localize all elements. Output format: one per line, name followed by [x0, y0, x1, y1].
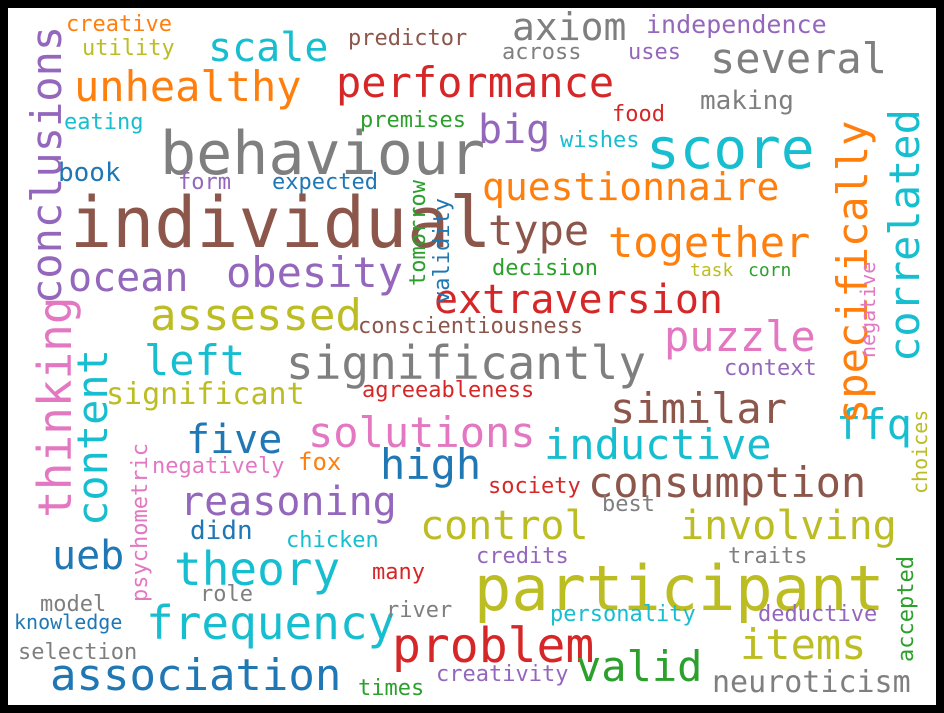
cloud-word: creativity: [436, 662, 569, 687]
cloud-word: ueb: [52, 533, 125, 579]
cloud-word: solutions: [308, 408, 536, 457]
cloud-word: role: [200, 582, 253, 607]
cloud-word: content: [68, 348, 117, 526]
cloud-word: association: [50, 650, 342, 701]
cloud-word: extraversion: [434, 277, 723, 323]
cloud-word: reasoning: [180, 479, 397, 525]
cloud-word: axiom: [512, 8, 627, 49]
cloud-word: assessed: [150, 290, 362, 341]
cloud-word: deductive: [758, 602, 878, 627]
cloud-word: book: [58, 158, 121, 188]
cloud-word: predictor: [348, 26, 468, 51]
cloud-word: agreeableness: [362, 378, 535, 403]
cloud-word: significant: [106, 377, 305, 412]
cloud-word: several: [710, 34, 888, 83]
cloud-word: questionnaire: [482, 165, 780, 209]
cloud-word: significantly: [286, 336, 647, 390]
cloud-word: traits: [728, 544, 808, 569]
cloud-word: high: [380, 440, 482, 489]
cloud-word: uses: [628, 40, 681, 65]
cloud-word: knowledge: [14, 610, 123, 634]
cloud-word: many: [372, 560, 425, 585]
cloud-word: behaviour: [160, 119, 486, 189]
cloud-word: making: [700, 86, 794, 116]
cloud-word: conclusions: [22, 25, 71, 304]
cloud-word: validity: [430, 198, 455, 304]
cloud-word: accepted: [894, 556, 919, 662]
cloud-word: control: [420, 503, 589, 549]
cloud-word: chicken: [286, 528, 379, 553]
cloud-word: negative: [856, 261, 880, 358]
cloud-word: big: [478, 107, 551, 153]
cloud-word: problem: [392, 618, 595, 674]
cloud-word: items: [740, 620, 867, 669]
cloud-word: unhealthy: [74, 62, 302, 111]
cloud-word: food: [612, 102, 665, 127]
cloud-word: decision: [492, 256, 598, 281]
cloud-word: individual: [70, 182, 492, 264]
cloud-word: form: [178, 170, 231, 195]
cloud-word: psychometric: [128, 443, 153, 602]
cloud-word: score: [646, 117, 815, 182]
cloud-word: eating: [64, 110, 144, 135]
cloud-word: conscientiousness: [358, 314, 584, 339]
cloud-word: ocean: [68, 255, 189, 301]
cloud-word: scale: [208, 25, 329, 71]
cloud-word: fox: [298, 448, 342, 476]
cloud-word: context: [724, 356, 817, 381]
cloud-word: valid: [576, 642, 703, 691]
cloud-word: didn: [190, 516, 253, 546]
cloud-word: theory: [174, 542, 341, 596]
cloud-word: premises: [360, 108, 466, 133]
cloud-word: frequency: [146, 596, 396, 650]
cloud-word: expected: [272, 170, 378, 195]
word-cloud: creative utility predictor axiom independenc…: [8, 8, 936, 705]
cloud-word: neuroticism: [712, 665, 911, 700]
cloud-word: ffq: [836, 400, 912, 449]
cloud-word: choices: [908, 409, 932, 494]
cloud-word: creative: [66, 12, 172, 37]
cloud-word: involving: [680, 503, 897, 549]
cloud-word: inductive: [544, 420, 772, 469]
cloud-word: selection: [18, 640, 138, 665]
cloud-word: best: [602, 492, 655, 517]
cloud-word: puzzle: [664, 312, 816, 361]
cloud-word: task: [690, 260, 734, 281]
cloud-word: credits: [476, 544, 569, 569]
cloud-word: society: [488, 474, 581, 499]
cloud-word: performance: [336, 58, 615, 107]
cloud-word: river: [386, 598, 453, 623]
cloud-word: personality: [550, 602, 696, 627]
cloud-word: type: [488, 206, 590, 255]
cloud-word: together: [608, 218, 811, 267]
cloud-word: tomorrow: [406, 180, 431, 286]
cloud-word: utility: [82, 36, 175, 61]
cloud-word: model: [40, 592, 107, 617]
cloud-word: five: [186, 417, 283, 463]
cloud-word: participant: [474, 552, 885, 625]
cloud-word: consumption: [588, 458, 867, 507]
cloud-word: obesity: [226, 248, 404, 297]
cloud-word: times: [358, 676, 425, 701]
cloud-word: left: [144, 336, 246, 385]
cloud-word: independence: [646, 10, 827, 39]
cloud-word: wishes: [560, 128, 640, 153]
cloud-word: across: [502, 40, 582, 65]
cloud-word: similar: [610, 384, 788, 433]
cloud-word: negatively: [152, 454, 285, 479]
cloud-word: correlated: [880, 109, 929, 362]
cloud-word: corn: [748, 260, 792, 281]
